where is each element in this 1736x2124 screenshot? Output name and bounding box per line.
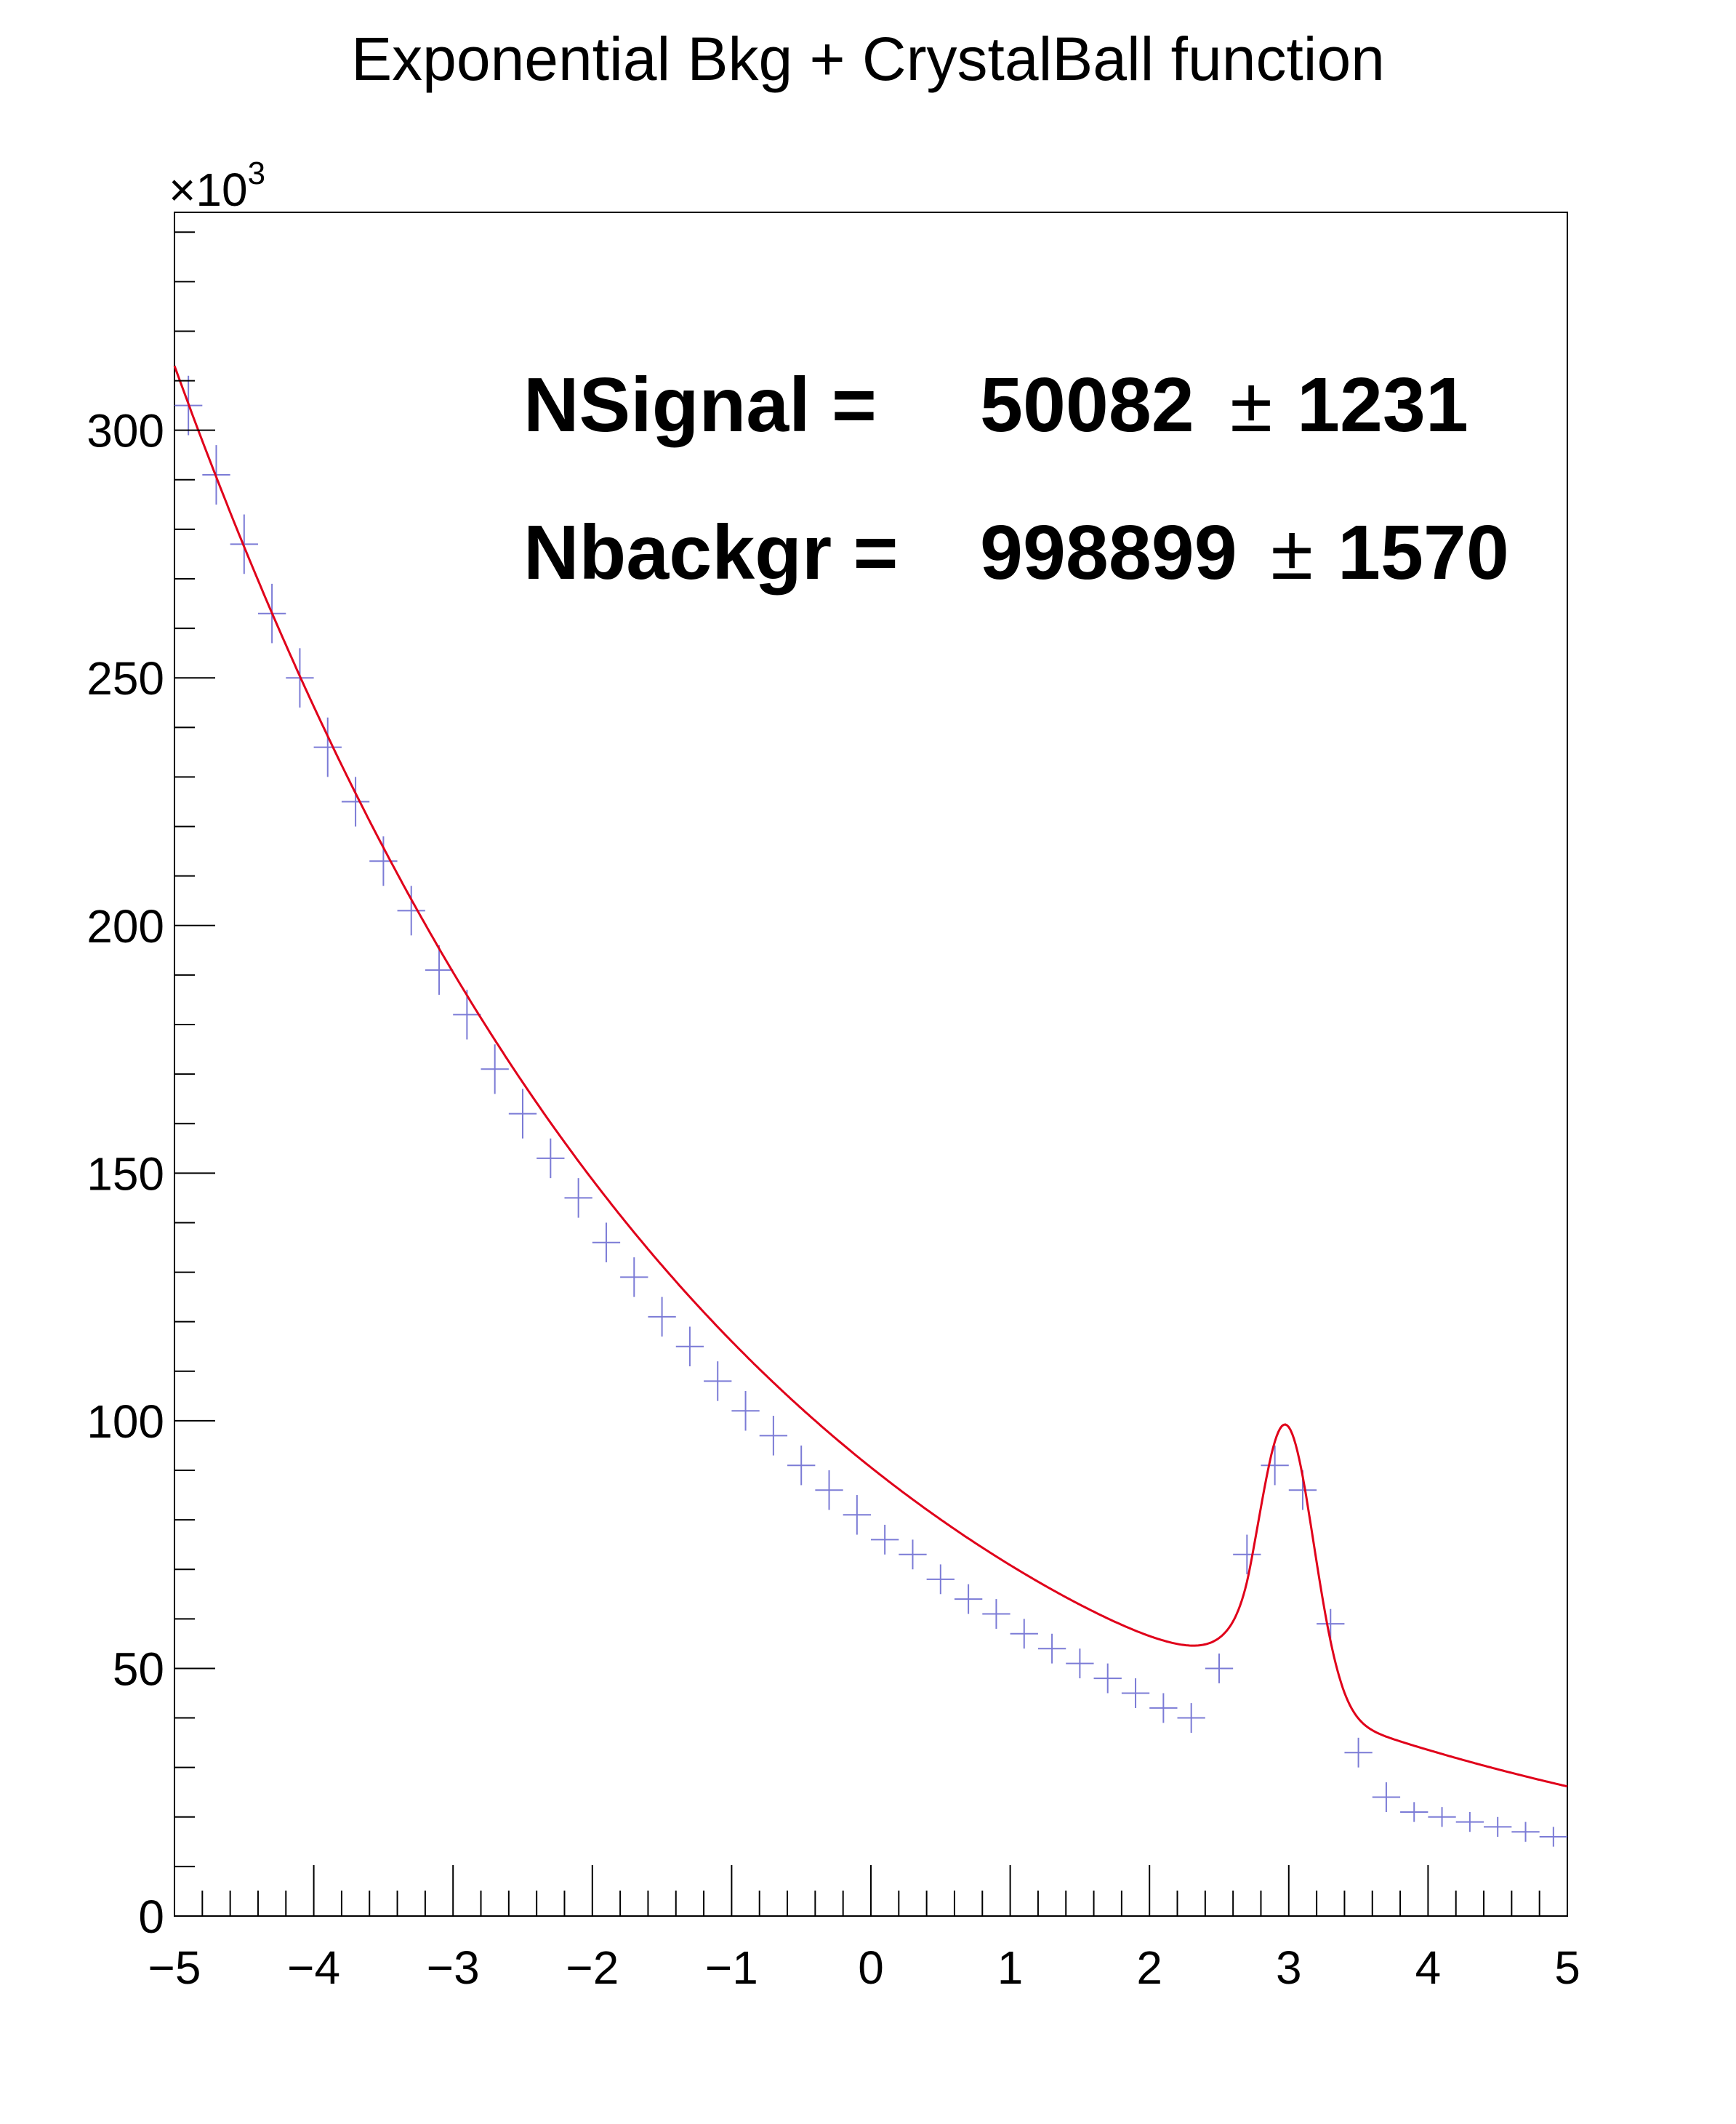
y-multiplier-exponent: 3 [248,156,265,191]
data-point [759,1416,788,1456]
x-axis: −5 −4 −3 −2 −1 0 1 2 3 4 5 [148,1865,1580,1994]
y-multiplier-label: ×103 [169,156,265,216]
plot-frame [174,212,1568,1917]
data-point [1455,1811,1484,1832]
data-point [871,1524,899,1555]
data-point [1372,1782,1401,1812]
x-tick-label: 2 [1136,1941,1162,1994]
data-point [843,1495,871,1535]
nsignal-error: 1231 [1297,362,1468,448]
data-point [1539,1827,1567,1847]
x-tick-label: −2 [566,1941,619,1994]
data-point [508,1089,537,1139]
data-point [1205,1654,1234,1683]
y-tick-label: 300 [87,405,164,457]
x-tick-label: 0 [858,1941,884,1994]
y-tick-label: 150 [87,1147,164,1200]
data-point [731,1391,760,1431]
data-point [1511,1822,1540,1842]
nsignal-label: NSignal = [523,362,877,448]
data-point [704,1361,732,1401]
nbackgr-error: 1570 [1338,510,1509,596]
data-point [1177,1703,1205,1733]
data-point [481,1044,509,1094]
data-point [1400,1802,1428,1822]
nbackgr-value: 998899 [980,510,1237,596]
fit-curve [173,365,1568,1788]
data-point [564,1178,592,1218]
data-point [1261,1445,1289,1486]
y-tick-label: 50 [113,1643,164,1695]
x-tick-label: 3 [1276,1941,1302,1994]
data-point [1010,1619,1038,1649]
x-tick-label: −1 [705,1941,758,1994]
data-point [341,777,370,827]
data-point [1093,1663,1122,1694]
y-tick-label: 0 [138,1891,164,1943]
data-point [954,1584,983,1614]
data-point [620,1257,648,1297]
x-tick-label: −3 [427,1941,480,1994]
data-point [648,1297,676,1337]
data-point [1149,1693,1178,1723]
x-tick-label: −5 [148,1941,201,1994]
data-point [1066,1648,1094,1679]
nsignal-pm: ± [1230,362,1272,448]
data-point [1233,1534,1261,1575]
data-point [1484,1816,1512,1838]
data-point [592,1222,621,1262]
y-tick-label: 200 [87,900,164,953]
data-points-layer [174,375,1567,1847]
data-point [982,1599,1010,1629]
data-point [397,886,425,936]
chart-title: Exponential Bkg + CrystalBall function [351,25,1385,93]
data-point [1037,1633,1066,1664]
data-point [425,945,454,995]
data-point [1121,1678,1150,1708]
fit-results-annotation: NSignal = 50082 ± 1231 Nbackgr = 998899 … [523,362,1509,596]
data-point [1317,1608,1345,1639]
data-point [1428,1807,1456,1827]
x-tick-label: 5 [1554,1941,1580,1994]
data-point [899,1539,927,1570]
data-point [787,1445,816,1486]
data-point [537,1138,565,1179]
nbackgr-label: Nbackgr = [523,510,899,596]
data-point [675,1326,704,1366]
data-point [313,717,342,777]
y-axis: 0 50 100 150 200 250 300 [87,231,215,1943]
x-tick-label: 4 [1415,1941,1442,1994]
x-tick-label: 1 [997,1941,1024,1994]
y-tick-label: 100 [87,1395,164,1448]
nbackgr-pm: ± [1271,510,1313,596]
x-tick-label: −4 [287,1941,340,1994]
data-point [369,836,398,886]
data-point [1344,1737,1373,1768]
data-point [926,1564,955,1595]
data-point [453,990,481,1040]
y-tick-label: 250 [87,652,164,705]
nsignal-value: 50082 [980,362,1194,448]
data-point [815,1470,843,1510]
